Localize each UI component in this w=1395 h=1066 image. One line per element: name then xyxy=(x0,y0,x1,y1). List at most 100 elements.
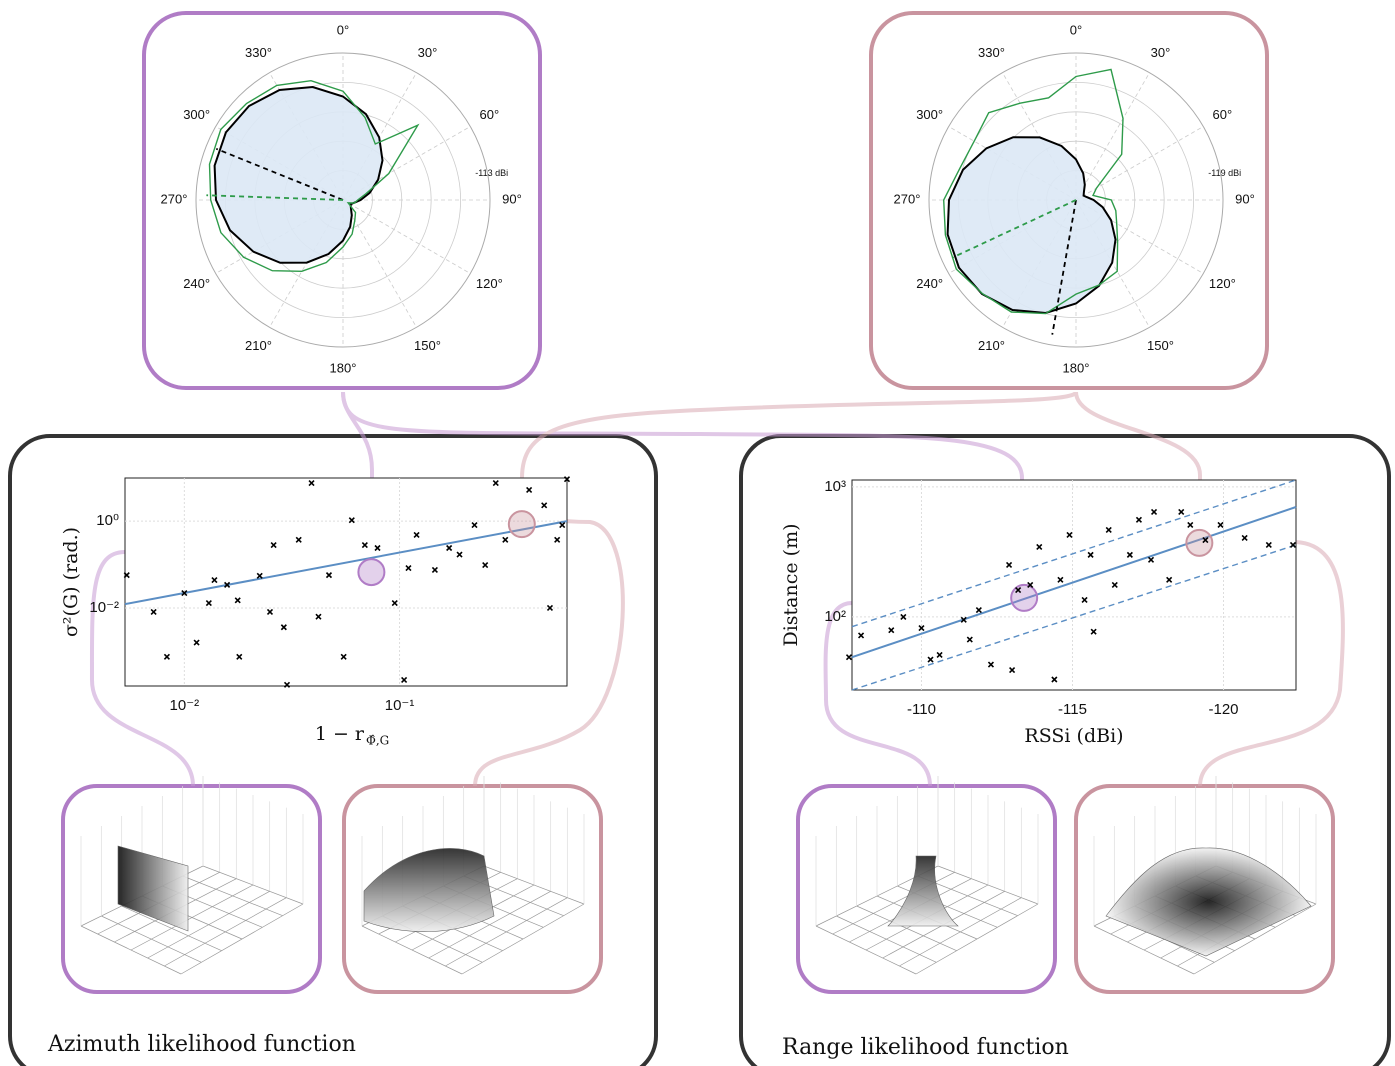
surface-grid xyxy=(483,865,585,905)
point xyxy=(936,651,943,658)
x-tick-label: -120 xyxy=(1208,701,1238,718)
point xyxy=(193,639,200,646)
surface-plot xyxy=(1093,776,1317,975)
surface-grid xyxy=(461,903,585,975)
point xyxy=(270,542,277,549)
y-tick-label: 10² xyxy=(824,608,846,625)
radial-label: -119 dBi xyxy=(1208,168,1241,178)
point xyxy=(431,566,438,574)
point xyxy=(1051,676,1058,683)
surface-shape xyxy=(117,845,189,932)
point xyxy=(927,656,934,663)
point xyxy=(975,606,982,614)
point xyxy=(482,562,489,569)
angle-label: 300° xyxy=(183,107,210,122)
point xyxy=(563,476,571,483)
x-tick-label: 10⁻¹ xyxy=(385,697,415,714)
connector xyxy=(89,391,374,787)
angle-label: 60° xyxy=(1213,107,1233,122)
angle-label: 30° xyxy=(1151,45,1171,60)
point xyxy=(1187,521,1194,528)
point xyxy=(256,572,263,579)
point xyxy=(348,517,355,524)
point xyxy=(295,536,302,543)
angle-label: 180° xyxy=(1063,360,1090,375)
x-axis-label: 1 − r xyxy=(315,723,365,745)
point xyxy=(1178,508,1185,515)
angle-label: 270° xyxy=(161,191,188,206)
bearing-line xyxy=(206,194,344,201)
polar-spoke xyxy=(342,199,471,274)
point xyxy=(405,564,412,572)
surface-shape xyxy=(363,848,495,932)
point xyxy=(1126,551,1133,558)
point xyxy=(1087,551,1094,558)
x-axis-label-sub: Φ̂,G xyxy=(366,734,389,748)
surface-grid xyxy=(937,865,1039,905)
point xyxy=(888,627,895,634)
bearing-line xyxy=(1051,199,1077,335)
point xyxy=(413,531,420,538)
polar-trace xyxy=(946,136,1117,315)
point xyxy=(205,599,212,607)
angle-label: 330° xyxy=(978,45,1005,60)
point xyxy=(526,486,533,494)
y-axis-label: Distance (m) xyxy=(780,523,802,646)
y-tick-label: 10⁻² xyxy=(89,599,119,616)
x-axis-label: RSSi (dBi) xyxy=(1024,725,1123,747)
angle-label: 120° xyxy=(476,276,503,291)
point xyxy=(391,599,398,607)
angle-label: 300° xyxy=(916,107,943,122)
surface-frame xyxy=(1074,784,1335,994)
point xyxy=(857,632,865,639)
point xyxy=(163,653,170,660)
surface-frame xyxy=(796,784,1057,994)
polar-ring xyxy=(928,52,1224,348)
point xyxy=(960,616,967,623)
point xyxy=(374,544,381,552)
point xyxy=(1015,586,1022,594)
angle-label: 0° xyxy=(1070,22,1082,37)
point xyxy=(308,479,315,487)
point xyxy=(546,604,554,612)
plot-area xyxy=(851,479,1297,691)
surface-plot xyxy=(80,776,304,975)
highlight xyxy=(1010,583,1039,612)
angle-label: 150° xyxy=(1147,338,1174,353)
polar-spoke xyxy=(1075,72,1150,201)
angle-label: 180° xyxy=(330,360,357,375)
point xyxy=(918,625,925,632)
polar-frame xyxy=(142,11,542,390)
surface-grid xyxy=(180,903,304,975)
point xyxy=(325,572,333,579)
surface-grid xyxy=(915,903,1039,975)
highlight xyxy=(507,510,536,539)
point xyxy=(1265,541,1272,548)
point xyxy=(456,551,463,558)
y-axis-label: σ²(G) (rad.) xyxy=(60,527,82,637)
fit-line xyxy=(851,479,1297,628)
point xyxy=(224,581,231,588)
x-tick-label: -115 xyxy=(1058,701,1087,718)
point xyxy=(1166,576,1173,583)
point xyxy=(1217,521,1224,528)
point xyxy=(236,653,243,660)
point xyxy=(1241,534,1248,541)
point xyxy=(340,653,347,660)
surface-frame xyxy=(342,784,603,994)
point xyxy=(446,544,453,552)
point xyxy=(1135,516,1143,523)
point xyxy=(211,576,218,584)
polar-trace xyxy=(208,79,420,273)
panel-frame xyxy=(8,434,658,1066)
bearing-line xyxy=(951,199,1077,259)
point xyxy=(1009,667,1016,674)
point xyxy=(492,479,499,487)
point xyxy=(541,502,548,509)
highlight xyxy=(1185,528,1214,557)
x-tick-label: 10⁻² xyxy=(170,697,200,714)
polar-ring xyxy=(195,52,491,348)
point xyxy=(559,521,566,529)
radial-label: -113 dBi xyxy=(475,168,508,178)
point xyxy=(502,536,509,543)
